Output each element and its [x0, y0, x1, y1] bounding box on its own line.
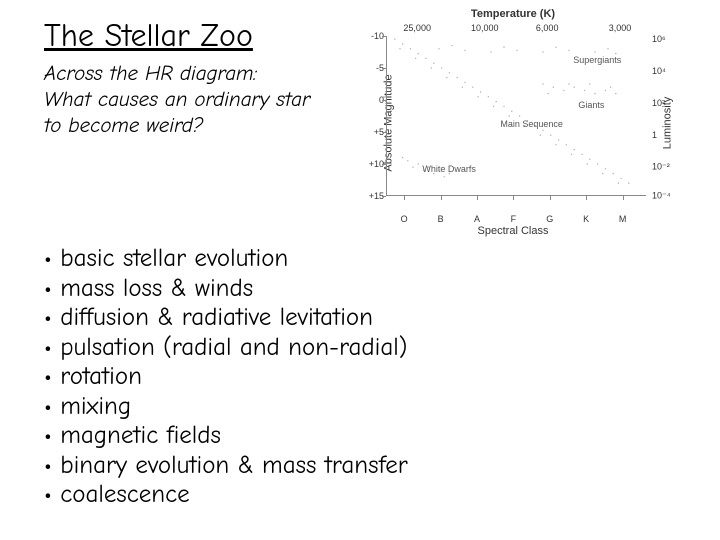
ytick-left: 0: [362, 95, 384, 105]
ytick-left: +15: [362, 191, 384, 201]
slide-title: The Stellar Zoo: [44, 18, 334, 55]
heading-block: The Stellar Zoo Across the HR diagram: W…: [44, 18, 334, 140]
xtick-top: 6,000: [536, 23, 559, 33]
hr-diagram: Temperature (K) Spectral Class Absolute …: [328, 10, 698, 235]
bullet-item: rotation: [44, 362, 692, 392]
xtick-bottom: G: [546, 214, 553, 224]
slide: The Stellar Zoo Across the HR diagram: W…: [0, 0, 720, 540]
slide-subtitle-line1: Across the HR diagram:: [44, 61, 334, 87]
bullet-item: mixing: [44, 392, 692, 422]
hr-diagram-wrap: Temperature (K) Spectral Class Absolute …: [346, 18, 692, 228]
ytick-right: 10²: [652, 98, 676, 108]
xtick-bottom: K: [583, 214, 589, 224]
xtick-bottom: F: [511, 214, 517, 224]
ytick-right: 10⁻²: [652, 162, 676, 173]
bullet-item: coalescence: [44, 480, 692, 510]
xtick-top: 10,000: [471, 23, 499, 33]
ytick-left: -5: [362, 63, 384, 73]
region-label: Main Sequence: [500, 119, 563, 129]
bullet-item: binary evolution & mass transfer: [44, 451, 692, 481]
ytick-left: +5: [362, 127, 384, 137]
bullet-item: magnetic fields: [44, 421, 692, 451]
bullet-item: diffusion & radiative levitation: [44, 303, 692, 333]
xtick-top: 3,000: [609, 23, 632, 33]
xtick-bottom: B: [438, 214, 444, 224]
ytick-left: -10: [362, 31, 384, 41]
region-label: Giants: [578, 100, 604, 110]
ytick-right: 10⁴: [652, 66, 676, 76]
ytick-left: +10: [362, 159, 384, 169]
region-label: Supergiants: [573, 55, 621, 65]
ytick-right: 10⁶: [652, 34, 676, 44]
slide-subtitle-line2: What causes an ordinary star to become w…: [44, 87, 334, 140]
top-row: The Stellar Zoo Across the HR diagram: W…: [44, 18, 692, 228]
xtick-bottom: O: [401, 214, 408, 224]
xtick-bottom: A: [474, 214, 480, 224]
bullet-item: basic stellar evolution: [44, 244, 692, 274]
xtick-bottom: M: [619, 214, 627, 224]
ytick-right: 10⁻⁴: [652, 191, 676, 202]
ytick-right: 1: [652, 130, 676, 140]
region-label: White Dwarfs: [422, 164, 476, 174]
axis-title-top: Temperature (K): [328, 8, 698, 20]
xtick-top: 25,000: [403, 23, 431, 33]
bullet-list: basic stellar evolutionmass loss & winds…: [44, 244, 692, 510]
bullet-item: pulsation (radial and non-radial): [44, 333, 692, 363]
bullet-item: mass loss & winds: [44, 274, 692, 304]
axis-title-bottom: Spectral Class: [328, 225, 698, 237]
